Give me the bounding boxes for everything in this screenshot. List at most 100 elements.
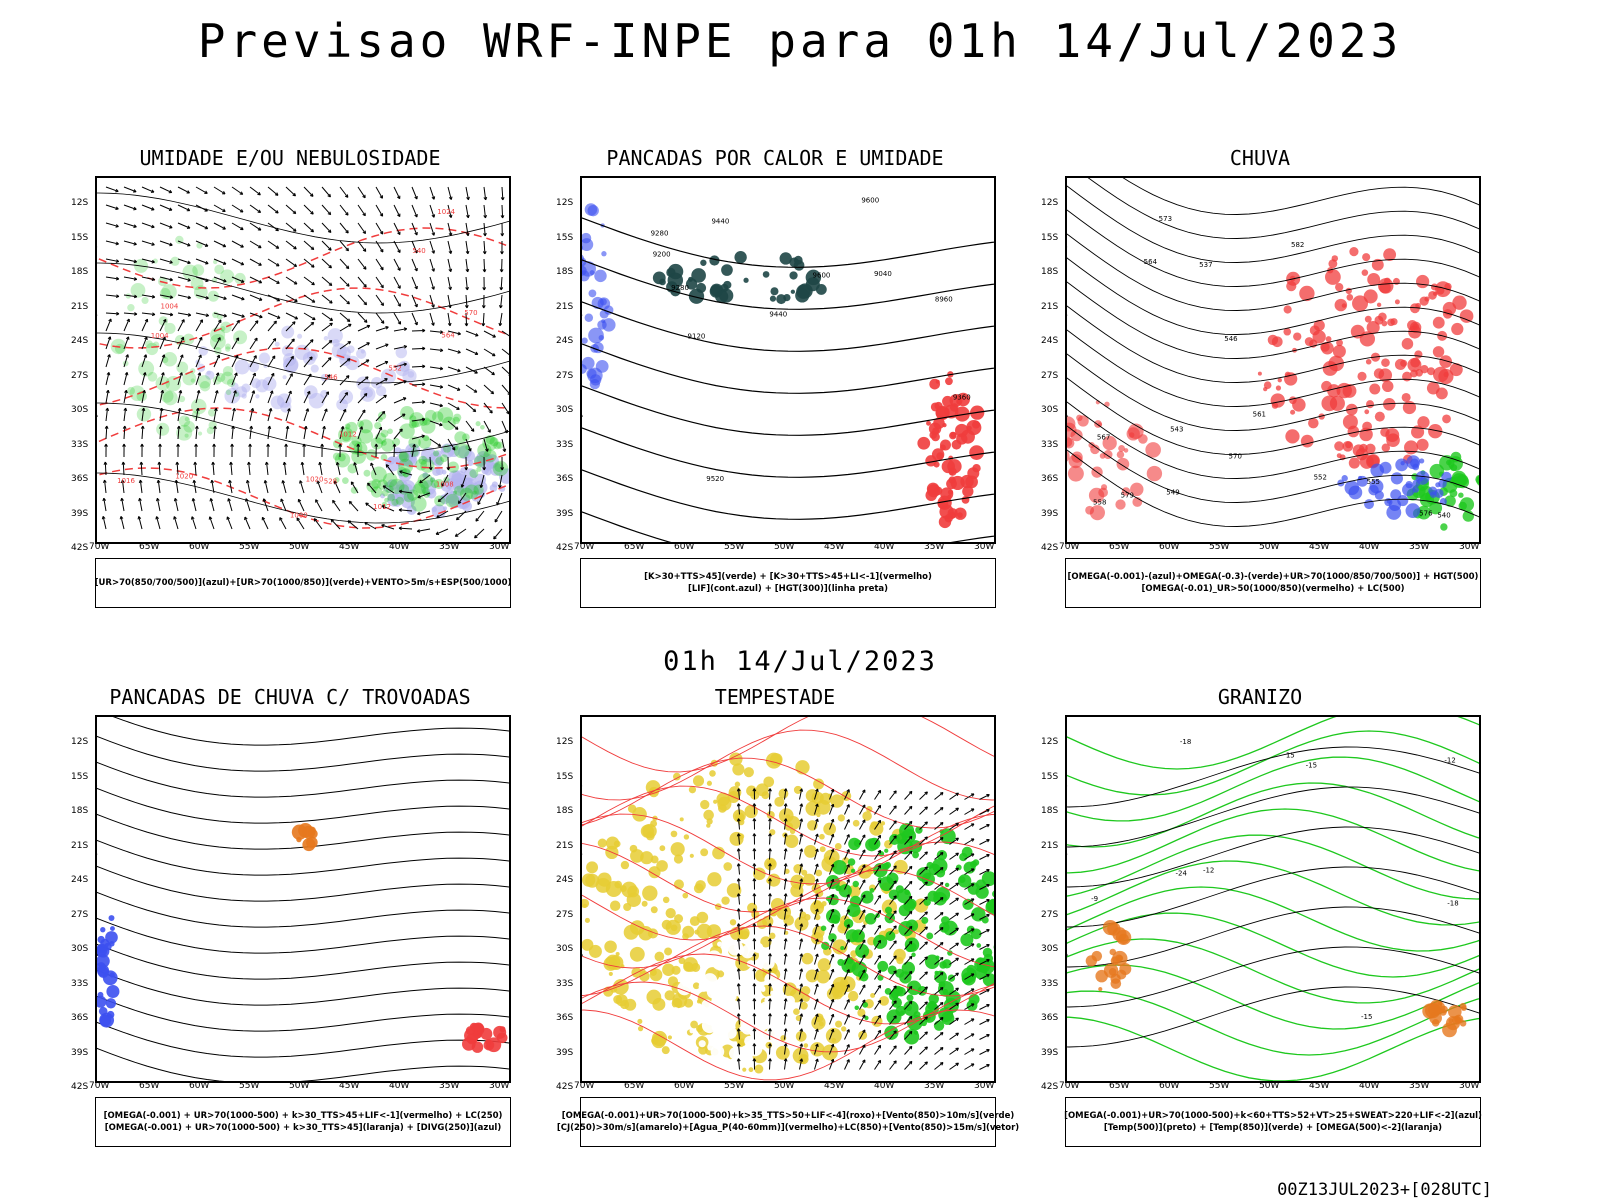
wind-vector-arrowhead [324, 408, 328, 412]
wind-vector-arrowhead [362, 248, 367, 252]
wind-vector-arrow [357, 186, 366, 199]
wind-vector-arrow [799, 968, 803, 980]
wind-vector-arrowhead [168, 189, 173, 194]
wind-vector-arrow [417, 492, 431, 498]
jet-stream-area-cell [723, 862, 733, 871]
jet-stream-area-cell [721, 896, 730, 905]
wind-vector-arrow [769, 938, 771, 950]
wind-vector-arrowhead [156, 479, 161, 484]
omega-weak-cell [1370, 463, 1385, 478]
low-level-jet-area-cell [928, 863, 941, 876]
rain-west-cell [1138, 434, 1148, 444]
wind-vector-arrowhead [736, 848, 741, 852]
wind-vector-arrowhead [924, 881, 928, 885]
humidity-west-cell [178, 415, 191, 427]
wind-vector-arrowhead [150, 189, 155, 193]
wind-vector-arrowhead [752, 863, 757, 867]
wind-vector-arrowhead [447, 322, 452, 327]
humidity-low-level-cell [494, 462, 505, 473]
humidity-low-level-cell [381, 440, 387, 446]
wind-vector-arrow [814, 1058, 819, 1070]
wind-vector-arrow [799, 1043, 803, 1055]
wind-vector-arrow [213, 276, 227, 283]
jet-stream-area-cell [709, 770, 716, 777]
wind-vector-arrowhead [431, 196, 436, 200]
height-contour-line [1067, 377, 1479, 455]
jet-stream-area-cell [754, 1064, 764, 1074]
wind-vector-arrow [799, 1058, 803, 1070]
wind-vector-arrowhead [422, 328, 426, 333]
humidity-band-cell [310, 364, 319, 373]
convection-area-cell [659, 278, 666, 286]
convection-area-cell [696, 282, 707, 293]
water-vapor-contour-line [582, 869, 994, 941]
jet-stream-area-cell [646, 989, 662, 1005]
latitude-tick-label: 15S [556, 771, 574, 782]
wind-vector-arrow [429, 312, 435, 326]
wind-vector-arrow [964, 958, 975, 965]
humidity-low-level-cell [408, 436, 421, 449]
wind-vector-arrowhead [187, 295, 191, 300]
jet-stream-area-cell [639, 968, 646, 975]
wind-vector-arrowhead [439, 366, 444, 371]
wind-vector-arrow [919, 956, 928, 965]
wind-vector-arrow [458, 492, 467, 504]
wind-vector-arrowhead [496, 501, 500, 506]
humidity-low-level-cell [475, 421, 481, 427]
divergence-area-cell [105, 998, 117, 1009]
jet-stream-area-cell [793, 785, 803, 794]
low-level-jet-area-cell [852, 880, 859, 888]
humidity-low-level-cell [430, 477, 436, 483]
divergence-area-cell [106, 984, 120, 998]
wind-vector-arrow [159, 276, 173, 281]
low-level-jet-area-cell [986, 900, 994, 910]
wind-vector-arrowhead [768, 788, 772, 792]
jet-stream-area-cell [852, 819, 860, 827]
wind-vector-arrowhead [133, 189, 137, 193]
low-level-jet-area-cell [820, 925, 827, 931]
wind-vector-arrowhead [229, 461, 233, 466]
wind-vector-arrowhead [168, 207, 173, 211]
wind-vector-arrow [979, 839, 990, 845]
humidity-low-level-cell [425, 409, 437, 422]
wind-vector-arrowhead [169, 277, 173, 282]
wind-vector-arrowhead [414, 213, 418, 218]
rain-area-cell [1382, 380, 1394, 393]
wind-vector-arrowhead [955, 822, 959, 827]
clear-area-cell [760, 985, 766, 992]
wind-vector-arrowhead [924, 956, 928, 960]
wind-vector-arrowhead [815, 953, 819, 957]
humidity-low-level-cell [433, 478, 445, 490]
wind-vector-arrowhead [294, 298, 298, 302]
wind-vector-arrowhead [240, 226, 244, 231]
wind-vector-arrow [483, 438, 489, 452]
wind-vector-arrowhead [939, 792, 944, 796]
rain-area-cell [1267, 334, 1279, 346]
instability-area-cell [927, 484, 941, 498]
jet-stream-area-cell [748, 1067, 754, 1073]
wind-vector-arrow [949, 822, 959, 830]
omega-area-cell [1112, 950, 1128, 967]
wind-vector-arrowhead [439, 403, 443, 408]
latitude-tick-label: 24S [556, 875, 574, 885]
wind-vector-arrow [177, 276, 191, 282]
humidity-low-level-cell [454, 431, 467, 444]
humidity-low-level-cell [371, 479, 381, 489]
wind-vector-arrow [447, 420, 459, 430]
height-contour-line [1067, 305, 1479, 383]
wind-vector-arrow [737, 833, 740, 845]
instability-area-cell [936, 452, 944, 460]
wind-vector-arrowhead [402, 397, 407, 401]
longitude-tick-label: 40W [874, 542, 895, 552]
wind-vector-arrowhead [403, 380, 407, 384]
jet-stream-area-cell [896, 957, 904, 965]
geopotential-contour-line [582, 217, 994, 268]
wind-vector-arrowhead [279, 517, 283, 521]
wind-vector-arrow [874, 985, 881, 995]
wind-vector-arrow [437, 492, 449, 502]
omega-weak-cell [1386, 504, 1402, 520]
temperature-500-contour-line [1067, 866, 1479, 928]
wind-vector-arrowhead [955, 987, 959, 992]
wind-vector-arrowhead [893, 955, 897, 959]
wind-vector-arrowhead [768, 968, 772, 972]
